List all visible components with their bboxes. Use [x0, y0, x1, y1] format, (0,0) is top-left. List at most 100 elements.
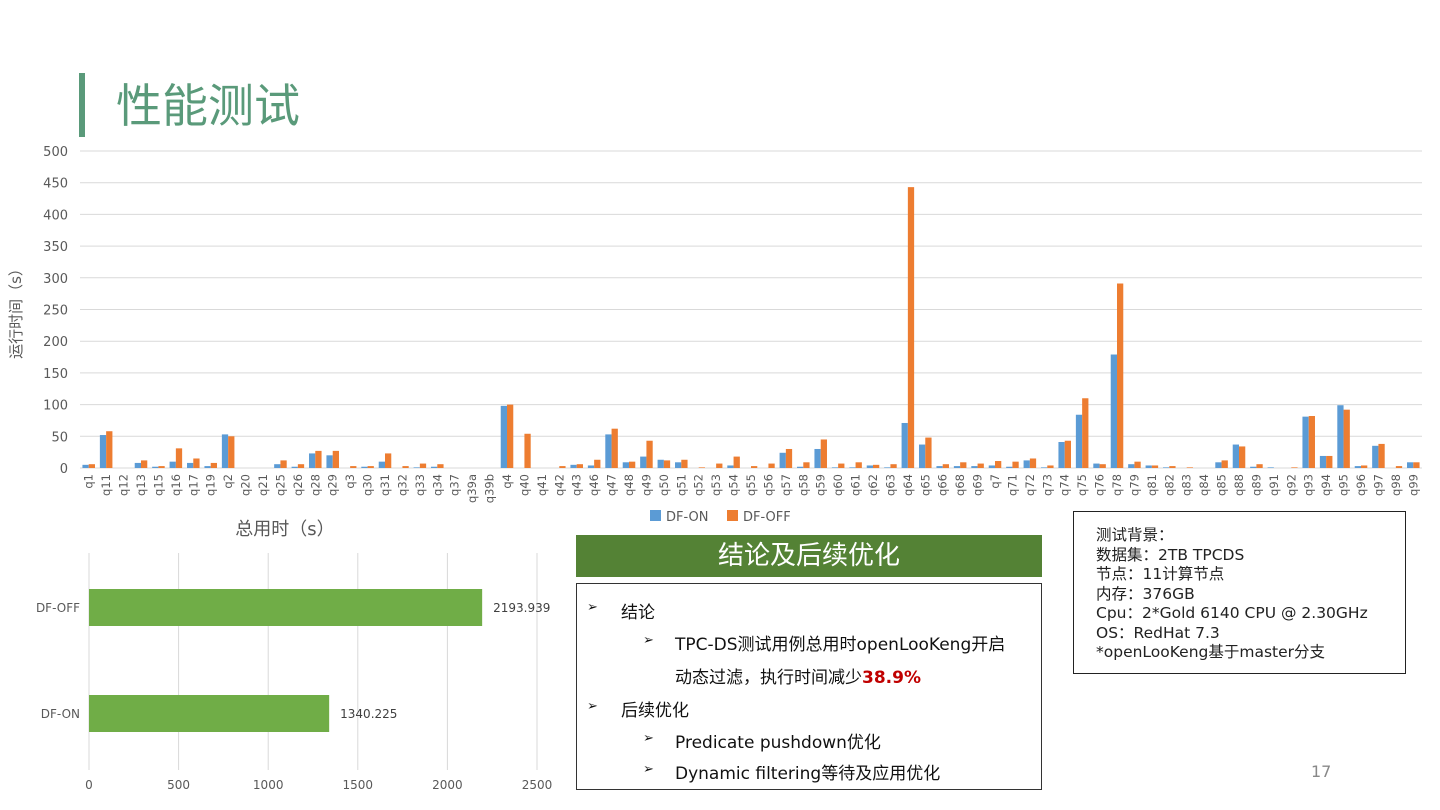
bar-df-off — [385, 453, 392, 468]
x-tick-label: q12 — [117, 474, 131, 496]
bar-df-off — [1169, 466, 1176, 468]
followup-item: 后续优化 — [621, 701, 689, 721]
bar-df-off — [402, 466, 409, 468]
bullet-arrow-icon: ➢ — [643, 762, 654, 777]
bar-df-off — [1134, 461, 1141, 468]
x-tick-label: q83 — [1180, 474, 1194, 496]
bar-df-off — [960, 462, 967, 468]
x-tick-label: q66 — [936, 474, 950, 496]
info-line: 测试背景： — [1096, 526, 1174, 544]
x-tick-label: q39a — [465, 474, 479, 503]
info-line: Cpu：2*Gold 6140 CPU @ 2.30GHz — [1096, 604, 1368, 622]
x-tick-label: q25 — [273, 474, 287, 496]
bar-df-off — [733, 456, 740, 468]
x-tick-label: q11 — [99, 474, 113, 496]
bar-df-on — [831, 467, 839, 468]
x-tick-label: q47 — [605, 474, 619, 496]
bar-df-on — [1250, 466, 1257, 468]
x-tick-label: q34 — [430, 474, 444, 496]
x-tick-label: q17 — [186, 474, 200, 496]
bar-df-off — [315, 450, 322, 468]
bar-df-off — [1361, 465, 1368, 468]
x-tick-label: q30 — [361, 474, 375, 496]
bar-df-off — [1099, 464, 1106, 468]
page-title: 性能测试 — [116, 79, 300, 133]
x-tick-label: q92 — [1284, 474, 1298, 496]
x-tick-label: q94 — [1319, 474, 1333, 496]
x-tick-label: q39b — [483, 474, 497, 503]
bar-df-on — [779, 452, 786, 468]
x-tick-label: q3 — [343, 474, 357, 489]
bar-df-off — [646, 440, 653, 468]
bar-df-off — [1047, 465, 1054, 468]
bar-df-on — [1058, 442, 1065, 468]
bar-df-on — [500, 405, 507, 468]
x-tick-label: q65 — [918, 474, 932, 496]
x-tick-label: q58 — [796, 474, 810, 496]
bar-df-on — [622, 462, 629, 468]
bar-df-off — [280, 460, 287, 468]
y-tick-label: 100 — [43, 399, 68, 414]
bar-df-off — [629, 461, 636, 468]
x-tick-label: q32 — [395, 474, 409, 496]
bar-df-off — [1012, 461, 1019, 468]
bar-df-off — [663, 460, 671, 468]
x-tick-label: q51 — [674, 474, 688, 496]
bar-df-on — [1337, 405, 1344, 468]
x-tick-label: q7 — [988, 474, 1002, 489]
bar-df-on — [89, 695, 330, 732]
info-line: *openLooKeng基于master分支 — [1096, 643, 1326, 661]
bar-df-on — [378, 461, 385, 468]
bar-df-on — [1041, 467, 1048, 468]
bar-df-on — [413, 467, 420, 468]
bar-df-off — [890, 464, 897, 468]
bar-df-off — [88, 464, 95, 468]
total-runtime-chart: 总用时（s） 0 500 1000 1500 2000 2500 DF-OFF 2193.939… — [36, 519, 552, 792]
legend-label: DF-OFF — [743, 510, 791, 525]
x-tick-label: q4 — [500, 474, 514, 489]
bullet-arrow-icon: ➢ — [587, 699, 598, 714]
x-tick-label: q89 — [1249, 474, 1263, 496]
bar-df-off — [175, 448, 183, 468]
bar-df-on — [1372, 445, 1379, 468]
x-tick-label: q20 — [239, 474, 253, 496]
x-tick-label: q31 — [378, 474, 392, 496]
bar-df-on — [1232, 444, 1239, 468]
bar-df-on — [1354, 466, 1361, 468]
followup-subitem: Predicate pushdown优化 — [675, 733, 881, 753]
x-tick-label: q81 — [1145, 474, 1159, 496]
conclusion-text: 动态过滤，执行时间减少 — [675, 668, 862, 688]
bar-df-on — [82, 464, 89, 468]
bar-df-on — [1407, 462, 1414, 468]
bar-df-on — [204, 466, 211, 468]
info-line: 数据集：2TB TPCDS — [1096, 545, 1245, 564]
x-tick-label: q82 — [1162, 474, 1176, 496]
x-tick-label: q15 — [151, 474, 165, 496]
bar-df-on — [152, 466, 159, 468]
x-tick-label: q79 — [1127, 474, 1141, 496]
bar-df-on — [221, 434, 229, 468]
bar-df-on — [657, 459, 664, 468]
x-tick-label: q55 — [744, 474, 758, 496]
bar-df-off — [367, 466, 374, 468]
x-tick-label: q59 — [814, 474, 828, 496]
bar-df-on — [309, 453, 316, 468]
bar-df-off — [106, 431, 113, 468]
bar-df-off — [785, 448, 793, 468]
bar-df-off — [350, 466, 357, 468]
x-tick-label: q64 — [901, 474, 915, 496]
conclusion-box: ➢ 结论 ➢ TPC-DS测试用例总用时openLooKeng开启 动态过滤，执… — [576, 583, 1042, 790]
legend-swatch — [727, 510, 738, 521]
test-background-box: 测试背景： 数据集：2TB TPCDS 节点：11计算节点 内存：376GB C… — [1073, 511, 1406, 674]
bar-df-off — [1064, 440, 1071, 468]
x-tick-label: q16 — [169, 474, 183, 496]
bar-df-off — [1326, 455, 1333, 468]
bar-df-off — [594, 459, 601, 468]
bar-df-off — [228, 436, 235, 468]
bar-df-on — [326, 455, 333, 468]
bar-df-off — [210, 462, 217, 468]
x-tick-label: q37 — [448, 474, 462, 496]
bar-df-on — [570, 464, 577, 468]
bar-df-on — [1110, 354, 1117, 468]
category-label: DF-OFF — [36, 601, 80, 615]
